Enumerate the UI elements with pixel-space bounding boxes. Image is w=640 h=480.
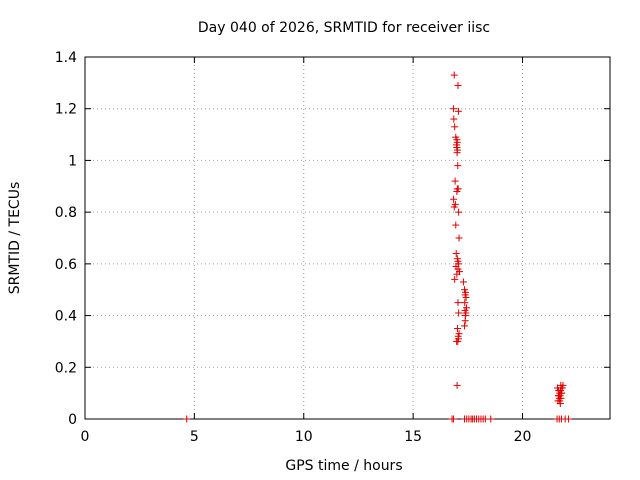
data-point [459, 278, 467, 286]
y-tick-label: 0 [68, 412, 77, 428]
data-point [454, 81, 462, 89]
y-tick-label: 0.6 [55, 257, 77, 273]
data-point [451, 275, 459, 283]
x-tick-label: 15 [404, 429, 422, 445]
y-axis: 0 0.2 0.4 0.6 0.8 1 1.2 1.4 [55, 50, 77, 428]
x-tick-label: 20 [514, 429, 532, 445]
data-point [450, 71, 458, 79]
data-point [462, 293, 470, 301]
data-point [450, 203, 458, 211]
data-point [452, 221, 460, 229]
data-point [183, 415, 191, 423]
data-point [454, 162, 462, 170]
data-point [454, 325, 462, 332]
y-axis-label: SRMTID / TECUs [7, 182, 23, 295]
data-point [461, 299, 469, 307]
data-point [451, 177, 459, 185]
y-tick-label: 1.2 [55, 102, 77, 118]
data-point [454, 107, 462, 115]
data-point [451, 123, 459, 131]
data-points [183, 71, 572, 423]
data-point [461, 322, 469, 330]
plot-frame [84, 56, 611, 420]
x-axis: 0 5 10 15 20 [81, 429, 532, 445]
data-point [453, 381, 461, 389]
y-tick-label: 0.4 [55, 309, 77, 325]
y-tick-label: 1.4 [55, 50, 77, 66]
data-point [452, 250, 460, 258]
x-axis-label: GPS time / hours [285, 458, 402, 474]
axis-ticks [84, 56, 610, 420]
data-point [453, 149, 461, 157]
x-tick-label: 0 [81, 429, 90, 445]
chart-title: Day 040 of 2026, SRMTID for receiver iis… [198, 20, 490, 36]
data-point [487, 415, 495, 423]
y-tick-label: 1 [68, 153, 77, 169]
data-point [455, 234, 463, 242]
data-point [453, 187, 461, 195]
x-tick-label: 10 [295, 429, 313, 445]
data-point [450, 195, 458, 203]
data-point [454, 299, 462, 307]
data-point [450, 415, 458, 423]
x-tick-label: 5 [190, 429, 199, 445]
data-point [450, 115, 458, 123]
data-point [450, 105, 458, 113]
y-tick-label: 0.8 [55, 205, 77, 221]
data-point [556, 399, 564, 407]
y-tick-label: 0.2 [55, 360, 77, 376]
data-point [461, 317, 469, 325]
data-point [554, 392, 562, 400]
data-point [455, 309, 463, 317]
data-point [454, 335, 462, 343]
data-point [559, 381, 567, 389]
grid [85, 57, 610, 419]
data-point [455, 208, 463, 216]
data-point [453, 270, 461, 278]
data-point [564, 415, 572, 423]
